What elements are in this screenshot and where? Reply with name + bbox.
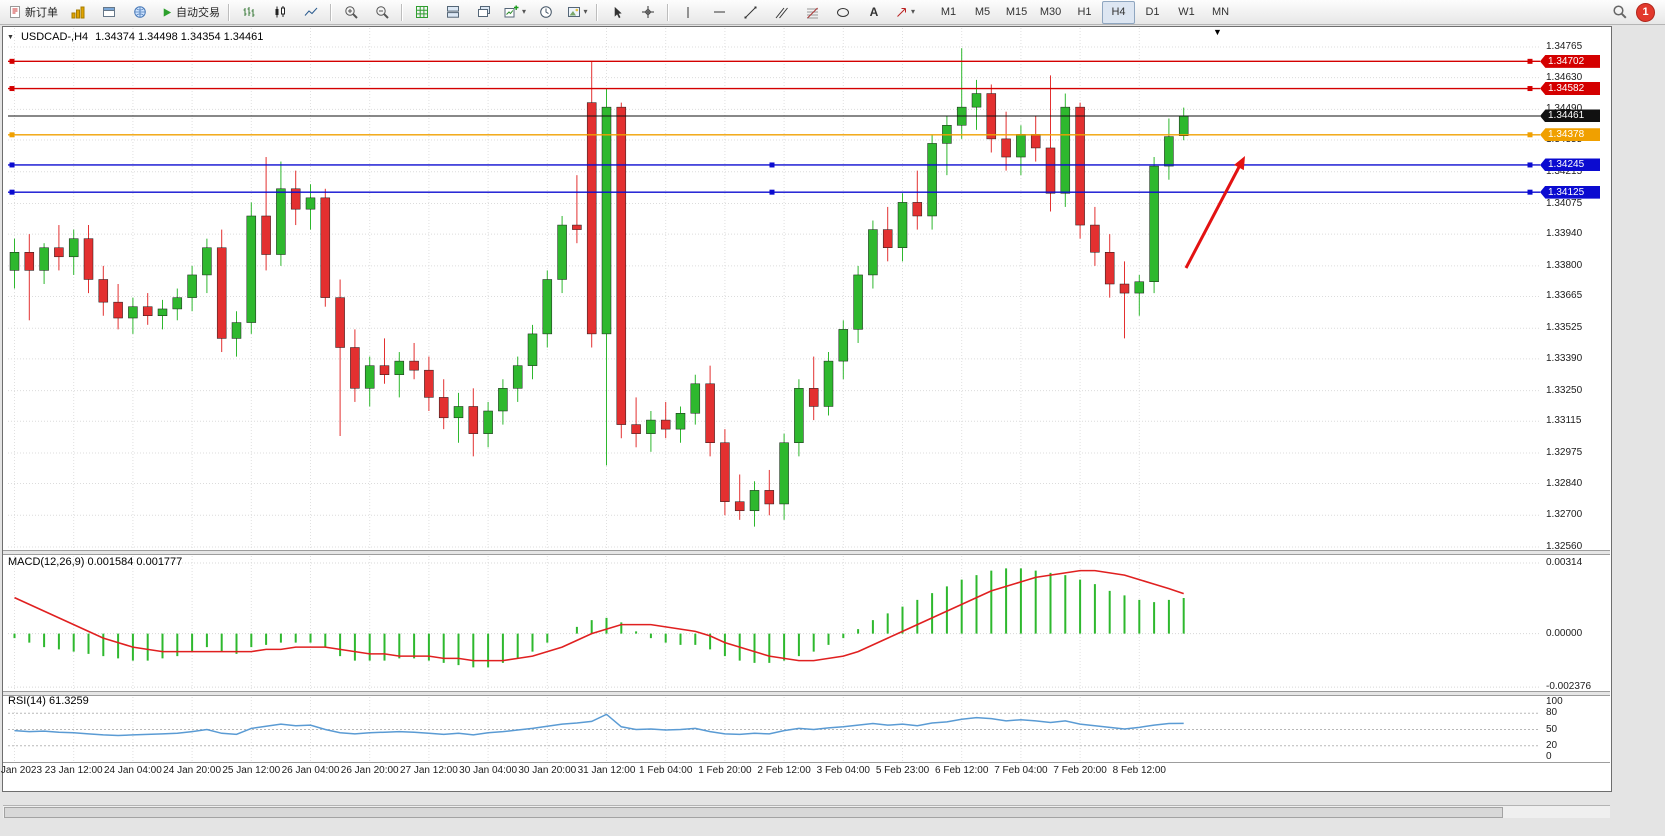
chart-ohlc-values: 1.34374 1.34498 1.34354 1.34461 xyxy=(95,31,264,43)
timeframe-button-m5[interactable]: M5 xyxy=(974,6,991,18)
grid-icon xyxy=(415,5,429,19)
timeframe-button-m15[interactable]: M15 xyxy=(1005,6,1028,18)
horizontal-line-tool-button[interactable] xyxy=(704,1,734,24)
cursor-tool-button[interactable] xyxy=(602,1,632,24)
zoom-in-icon xyxy=(344,5,359,20)
line-chart-icon xyxy=(304,5,318,19)
clock-button[interactable] xyxy=(531,1,561,24)
shapes-tool-button[interactable] xyxy=(828,1,858,24)
search-icon xyxy=(1612,4,1628,20)
web-terminal-button[interactable] xyxy=(125,1,155,24)
cascade-windows-button[interactable] xyxy=(469,1,499,24)
arrow-tool-icon xyxy=(895,6,908,19)
shapes-icon xyxy=(836,6,850,19)
vertical-line-tool-button[interactable] xyxy=(673,1,703,24)
template-image-icon xyxy=(567,5,581,19)
toolbar-separator xyxy=(667,3,670,21)
new-order-label: 新订单 xyxy=(25,7,58,19)
dropdown-arrow-icon: ▾ xyxy=(583,7,588,16)
fibonacci-icon xyxy=(806,6,819,19)
candlestick-type-button[interactable] xyxy=(265,1,295,24)
dropdown-arrow-icon: ▾ xyxy=(522,7,527,16)
zoom-out-button[interactable] xyxy=(367,1,397,24)
horizontal-line-icon xyxy=(713,6,726,18)
chart-collapse-icon[interactable]: ▼ xyxy=(7,33,14,41)
toolbar-separator xyxy=(228,3,230,21)
candlestick-icon xyxy=(273,5,287,19)
cursor-icon xyxy=(611,6,624,19)
timeframe-button-mn[interactable]: MN xyxy=(1211,6,1230,18)
text-icon: A xyxy=(869,5,879,19)
arrows-tool-button[interactable]: ▾ xyxy=(890,1,920,24)
clock-icon xyxy=(539,5,553,19)
text-tool-button[interactable]: A xyxy=(859,1,889,24)
timeframe-toolbar: M1 M5 M15 M30 H1 H4 D1 W1 MN xyxy=(932,0,1237,24)
timeframe-button-w1[interactable]: W1 xyxy=(1178,6,1195,18)
cascade-windows-icon xyxy=(477,5,491,19)
timeframe-button-d1[interactable]: D1 xyxy=(1145,6,1160,18)
chart-dropdown-arrow[interactable]: ▼ xyxy=(1213,27,1222,37)
toolbar-separator xyxy=(596,3,599,21)
templates-button[interactable]: ▾ xyxy=(562,1,592,24)
tile-windows-icon xyxy=(446,5,460,19)
bar-chart-icon xyxy=(71,5,85,19)
zoom-in-button[interactable] xyxy=(336,1,366,24)
timeframe-button-m30[interactable]: M30 xyxy=(1039,6,1062,18)
autotrading-button[interactable]: 自动交易 xyxy=(156,1,224,24)
rsi-label: RSI(14) 61.3259 xyxy=(8,695,89,707)
trendline-tool-button[interactable] xyxy=(735,1,765,24)
zoom-out-icon xyxy=(375,5,390,20)
chart-title: ▼ USDCAD-,H4 1.34374 1.34498 1.34354 1.3… xyxy=(7,31,263,43)
vertical-line-icon xyxy=(682,6,694,19)
ohlc-bars-icon xyxy=(242,5,256,19)
chart-symbol-period: USDCAD-,H4 xyxy=(20,31,89,43)
channel-tool-button[interactable] xyxy=(766,1,796,24)
tile-windows-button[interactable] xyxy=(438,1,468,24)
new-order-button[interactable]: 新订单 xyxy=(4,1,62,24)
timeframe-button-m1[interactable]: M1 xyxy=(940,6,957,18)
globe-icon xyxy=(133,5,147,19)
trendline-icon xyxy=(744,6,757,19)
line-chart-type-button[interactable] xyxy=(296,1,326,24)
autotrading-label: 自动交易 xyxy=(176,7,220,19)
notification-badge[interactable]: 1 xyxy=(1636,2,1655,22)
profile-charts-button[interactable] xyxy=(63,1,93,24)
open-window-button[interactable] xyxy=(94,1,124,24)
new-order-icon xyxy=(8,5,22,19)
bar-chart-type-button[interactable] xyxy=(234,1,264,24)
search-button[interactable] xyxy=(1605,1,1635,24)
toolbar-separator xyxy=(330,3,332,21)
toolbar-separator xyxy=(401,3,403,21)
timeframe-button-h4[interactable]: H4 xyxy=(1102,0,1136,24)
fibonacci-tool-button[interactable] xyxy=(797,1,827,24)
play-icon xyxy=(160,6,173,19)
timeframe-button-h1[interactable]: H1 xyxy=(1077,6,1092,18)
crosshair-icon xyxy=(641,5,655,19)
time-axis-separator xyxy=(3,762,1610,763)
macd-label: MACD(12,26,9) 0.001584 0.001777 xyxy=(8,556,183,568)
crosshair-tool-button[interactable] xyxy=(633,1,663,24)
scrollbar-thumb[interactable] xyxy=(4,807,1503,818)
panel-separator[interactable] xyxy=(3,550,1610,555)
dropdown-arrow-icon: ▾ xyxy=(911,7,916,16)
window-icon xyxy=(102,5,116,19)
grid-toggle-button[interactable] xyxy=(407,1,437,24)
horizontal-scrollbar[interactable] xyxy=(3,805,1610,818)
main-toolbar: 新订单 自动交易 xyxy=(0,0,1665,25)
new-chart-icon xyxy=(504,5,519,19)
chart-window xyxy=(2,26,1612,792)
channel-icon xyxy=(775,6,788,19)
new-chart-button[interactable]: ▾ xyxy=(500,1,530,24)
panel-separator[interactable] xyxy=(3,691,1610,696)
